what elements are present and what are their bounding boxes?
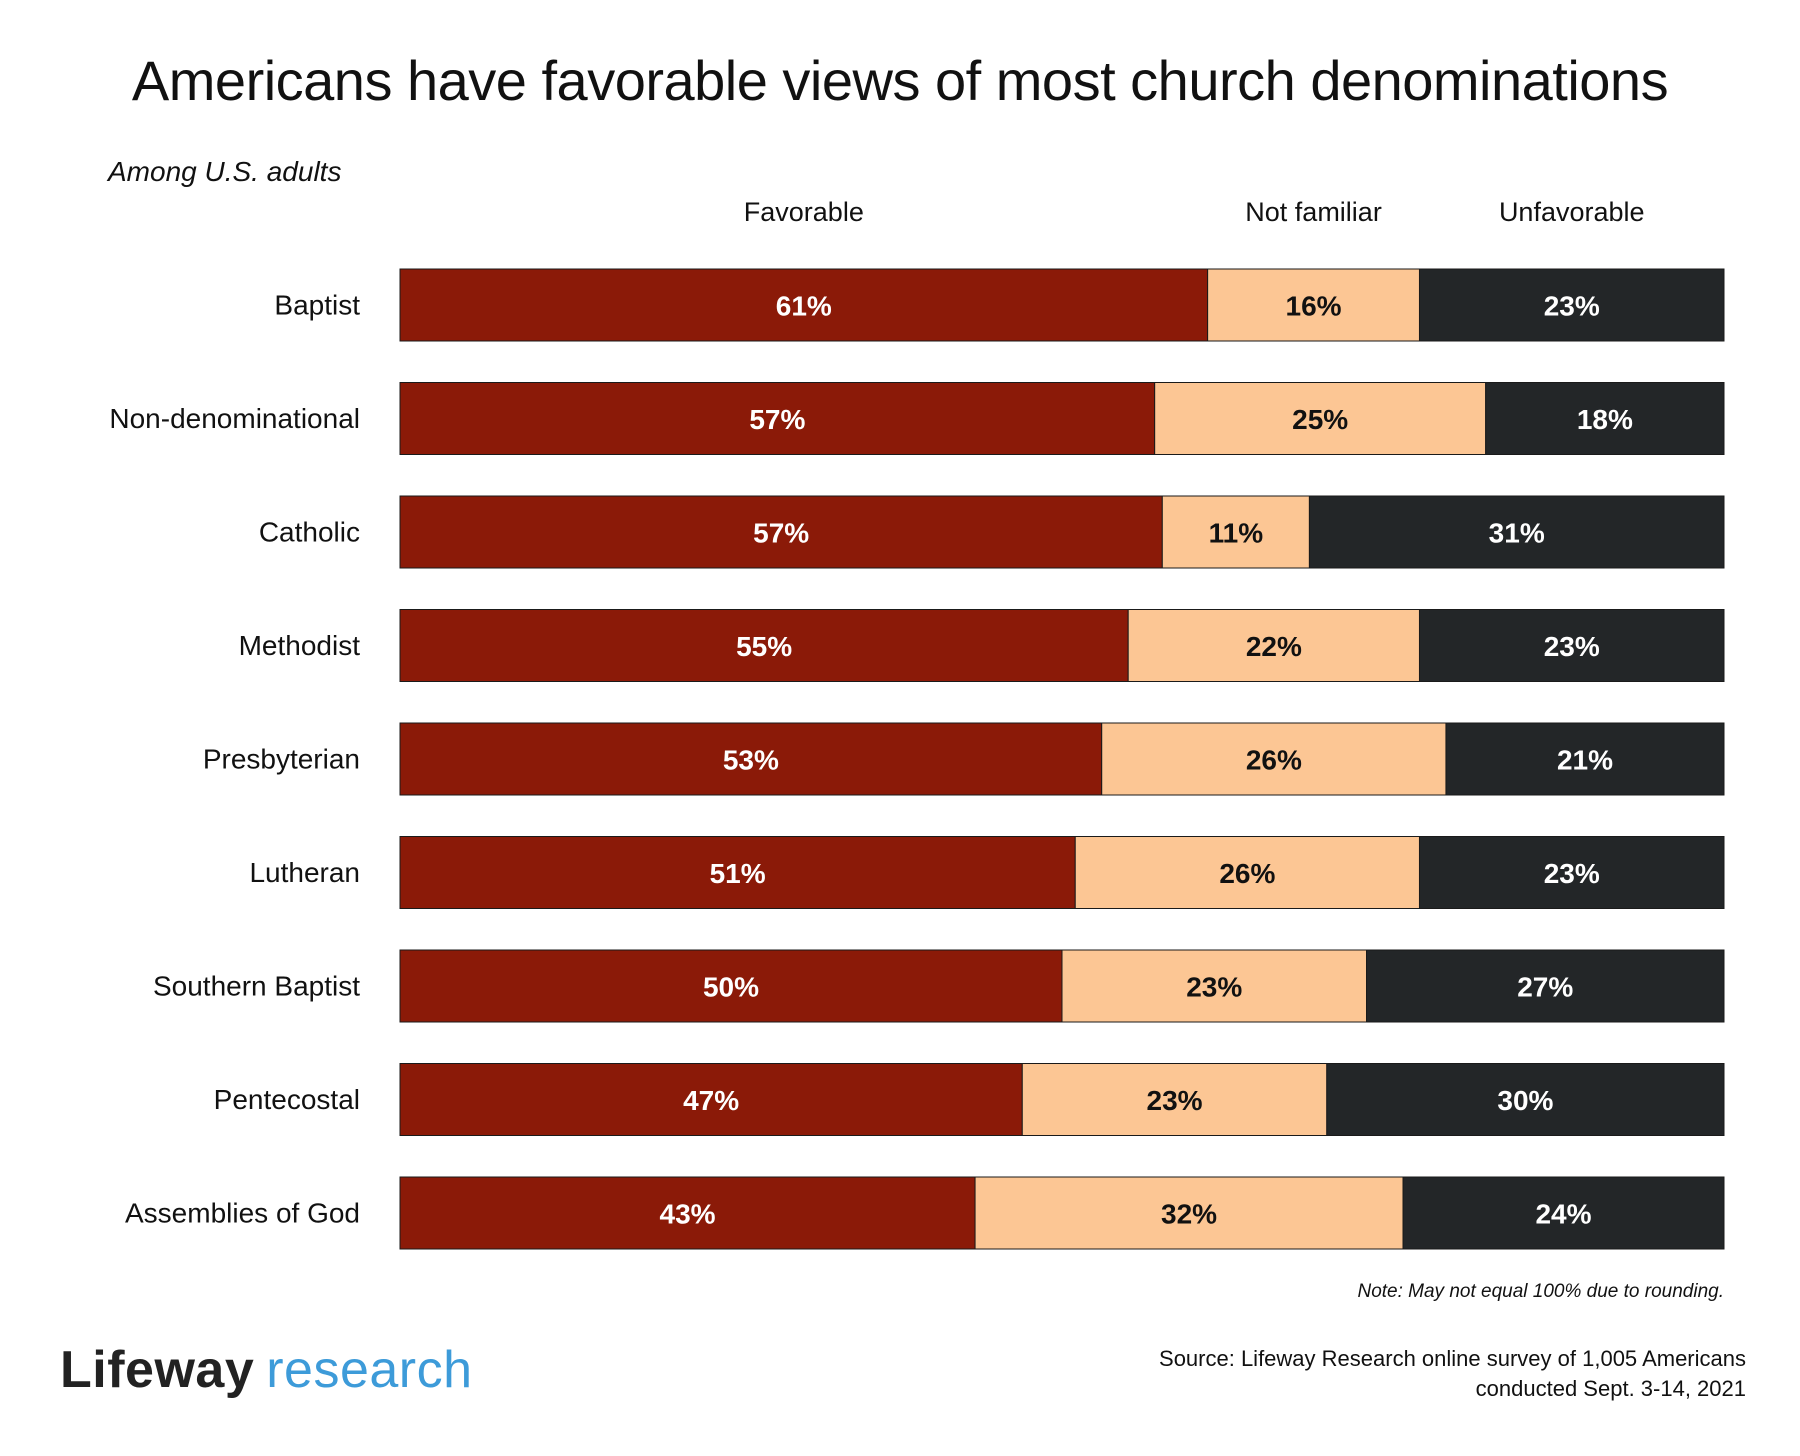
bar-non-denominational-favorable [399,382,1156,455]
category-label-lutheran: Lutheran [249,857,360,888]
legend-unfavorable: Unfavorable [1499,197,1645,227]
bar-lutheran-unfavorable [1418,836,1725,909]
source-line-2: conducted Sept. 3-14, 2021 [1475,1376,1746,1401]
bar-presbyterian-unfavorable [1445,722,1725,796]
data-label-southern-baptist-unfavorable: 27% [1517,972,1573,1003]
category-label-non-denominational: Non-denominational [109,403,360,434]
data-label-baptist-favorable: 61% [776,291,832,322]
bar-lutheran-not-familiar [1074,836,1420,909]
bar-presbyterian-favorable [399,722,1103,796]
bar-assemblies-of-god-unfavorable [1402,1176,1725,1250]
data-label-lutheran-not-familiar: 26% [1219,858,1275,889]
data-label-baptist-not-familiar: 16% [1286,291,1342,322]
data-label-presbyterian-not-familiar: 26% [1246,745,1302,776]
data-label-baptist-unfavorable: 23% [1544,291,1600,322]
logo-sub: research [266,1341,473,1399]
bar-presbyterian-not-familiar [1101,722,1447,796]
data-label-assemblies-of-god-favorable: 43% [660,1199,716,1230]
data-label-presbyterian-favorable: 53% [723,745,779,776]
data-label-methodist-favorable: 55% [736,631,792,662]
bar-catholic-not-familiar [1161,495,1310,569]
category-label-methodist: Methodist [239,630,361,661]
bar-baptist-unfavorable [1418,268,1725,342]
bar-catholic-unfavorable [1308,495,1725,569]
source-note: Source: Lifeway Research online survey o… [1159,1344,1746,1404]
data-label-non-denominational-favorable: 57% [749,404,805,435]
bars [399,268,1725,1250]
bar-southern-baptist-not-familiar [1061,949,1368,1023]
data-label-presbyterian-unfavorable: 21% [1557,745,1613,776]
legend-not-familiar: Not familiar [1245,197,1382,227]
category-label-assemblies-of-god: Assemblies of God [125,1198,360,1229]
source-line-1: Source: Lifeway Research online survey o… [1159,1346,1746,1371]
data-label-pentecostal-unfavorable: 30% [1497,1085,1553,1116]
bar-methodist-unfavorable [1418,609,1725,682]
data-label-methodist-not-familiar: 22% [1246,631,1302,662]
bar-non-denominational-unfavorable [1485,382,1725,455]
bar-methodist-not-familiar [1127,609,1420,682]
bar-southern-baptist-unfavorable [1366,949,1725,1023]
data-label-assemblies-of-god-unfavorable: 24% [1535,1199,1591,1230]
data-label-pentecostal-favorable: 47% [683,1085,739,1116]
rounding-note: Note: May not equal 100% due to rounding… [1357,1281,1724,1302]
category-label-pentecostal: Pentecostal [214,1084,360,1115]
category-label-southern-baptist: Southern Baptist [153,971,360,1002]
data-labels: 61% 16% 23% 57% 25% 18% 57% 11% 31% 55% 22% 23% 53% 2… [660,291,1633,1230]
bar-methodist-favorable [399,609,1129,682]
bar-assemblies-of-god-not-familiar [974,1176,1404,1250]
data-label-non-denominational-unfavorable: 18% [1577,404,1633,435]
data-label-assemblies-of-god-not-familiar: 32% [1161,1199,1217,1230]
legend: Favorable Not familiar Unfavorable [744,197,1645,227]
data-label-catholic-not-familiar: 11% [1209,518,1264,549]
data-label-lutheran-favorable: 51% [710,858,766,889]
logo-brand: Lifeway [60,1341,255,1399]
chart-subtitle: Among U.S. adults [108,156,342,187]
bar-assemblies-of-god-favorable [399,1176,976,1250]
data-label-catholic-unfavorable: 31% [1489,518,1545,549]
chart-title: Americans have favorable views of most c… [131,49,1669,112]
data-label-pentecostal-not-familiar: 23% [1147,1085,1203,1116]
data-label-southern-baptist-not-familiar: 23% [1186,972,1242,1003]
category-label-baptist: Baptist [274,290,360,321]
data-label-southern-baptist-favorable: 50% [703,972,759,1003]
bar-pentecostal-not-familiar [1021,1063,1328,1136]
bar-baptist-favorable [399,268,1209,342]
data-label-catholic-favorable: 57% [753,518,809,549]
legend-favorable: Favorable [744,197,864,227]
bar-pentecostal-unfavorable [1326,1063,1725,1136]
data-label-lutheran-unfavorable: 23% [1544,858,1600,889]
bar-non-denominational-not-familiar [1154,382,1487,455]
data-label-methodist-unfavorable: 23% [1544,631,1600,662]
lifeway-research-logo: Lifeway research [60,1340,473,1400]
bar-catholic-favorable [399,495,1163,569]
category-label-presbyterian: Presbyterian [203,744,360,775]
category-label-catholic: Catholic [259,517,360,548]
category-labels: Baptist Non-denominational Catholic Methodi… [109,290,360,1229]
data-label-non-denominational-not-familiar: 25% [1292,404,1348,435]
